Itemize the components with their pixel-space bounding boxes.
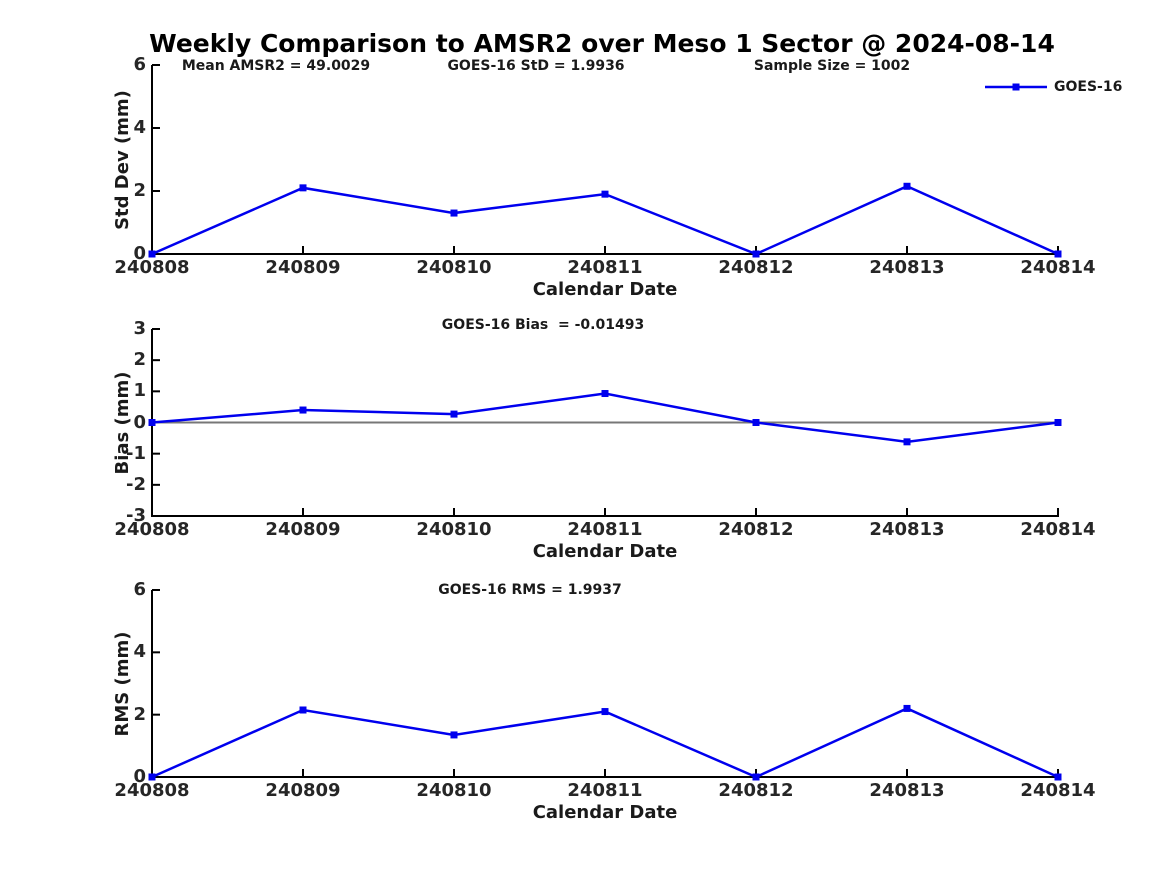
rms-data-point-marker [1054,773,1062,781]
rms-x-tick-label: 240809 [265,780,341,801]
stddev-x-tick-label: 240814 [1020,257,1096,278]
legend-label: GOES-16 [1054,79,1123,95]
stddev-data-point-marker [299,184,307,192]
bias-y-tick-label: -2 [126,473,146,495]
annotation-goes16-rms: GOES-16 RMS = 1.9937 [438,582,622,598]
stddev-data-point-marker [601,190,609,198]
figure-title: Weekly Comparison to AMSR2 over Meso 1 S… [149,29,1055,58]
rms-plot-line [151,707,1059,779]
bias-data-point-marker [299,406,307,414]
stddev-y-tick-label: 2 [133,180,146,201]
rms-data-point-marker [148,773,156,781]
rms-data-point-marker [903,704,911,712]
stddev-y-tick-label: 6 [133,54,146,75]
rms-x-tick-label: 240814 [1020,780,1096,801]
stddev-x-tick-label: 240812 [718,257,794,278]
bias-x-tick-label: 240809 [265,519,341,540]
bias-x-tick-label: 240812 [718,519,794,540]
bias-y-tick-label: 2 [133,349,146,371]
stddev-y-tick-label: 4 [133,117,146,138]
stddev-x-tick-label: 240813 [869,257,945,278]
bias-x-tick-label: 240813 [869,519,945,540]
bias-data-point-marker [903,438,911,446]
stddev-x-tick-label: 240809 [265,257,341,278]
bias-y-tick-label: -1 [126,442,146,464]
bias-data-point-marker [601,390,609,398]
bias-y-tick-label: 1 [133,380,146,402]
bias-data-point-marker [752,419,760,426]
rms-x-tick-label: 240812 [718,780,794,801]
bias-y-tick-label: 0 [133,411,146,433]
rms-data-point-marker [752,773,760,781]
annotation-sample-size: Sample Size = 1002 [753,58,911,74]
legend-marker-sample [1012,83,1020,91]
rms-y-tick-label: 4 [133,641,146,663]
rms-x-axis-label: Calendar Date [532,802,678,823]
bias-x-axis-label: Calendar Date [532,541,678,562]
bias-data-point-marker [450,410,458,418]
rms-x-tick-label: 240808 [114,780,190,801]
stddev-y-tick-label: 0 [133,243,146,264]
stddev-data-point-marker [450,209,458,217]
annotation-mean-amsr2: Mean AMSR2 = 49.0029 [181,58,371,74]
rms-y-tick-label: 0 [133,766,146,787]
stddev-x-tick-label: 240811 [567,257,643,278]
stddev-data-point-marker [903,182,911,190]
rms-data-point-marker [450,731,458,739]
rms-x-tick-label: 240813 [869,780,945,801]
stddev-data-point-marker [752,250,760,258]
stddev-x-axis-label: Calendar Date [532,279,678,300]
rms-x-tick-label: 240810 [416,780,492,801]
rms-y-tick-label: 2 [133,703,146,725]
stddev-data-point-marker [1054,250,1062,258]
bias-x-tick-label: 240814 [1020,519,1096,540]
stddev-data-point-marker [148,250,156,258]
bias-x-tick-label: 240808 [114,519,190,540]
rms-data-point-marker [299,706,307,714]
bias-plot-line [151,392,1059,444]
stddev-x-tick-label: 240808 [114,257,190,278]
stddev-y-axis-label: Std Dev (mm) [112,90,134,230]
rms-data-point-marker [601,708,609,716]
bias-x-tick-label: 240811 [567,519,643,540]
rms-y-tick-label: 6 [133,579,146,600]
stddev-x-tick-label: 240810 [416,257,492,278]
bias-y-tick-label: -3 [126,505,146,526]
bias-x-tick-label: 240810 [416,519,492,540]
annotation-goes16-std: GOES-16 StD = 1.9936 [447,58,625,74]
bias-data-point-marker [1054,419,1062,426]
annotation-goes16-bias: GOES-16 Bias = -0.01493 [441,317,645,333]
bias-y-tick-label: 3 [133,318,146,339]
bias-data-point-marker [148,419,156,426]
rms-x-tick-label: 240811 [567,780,643,801]
